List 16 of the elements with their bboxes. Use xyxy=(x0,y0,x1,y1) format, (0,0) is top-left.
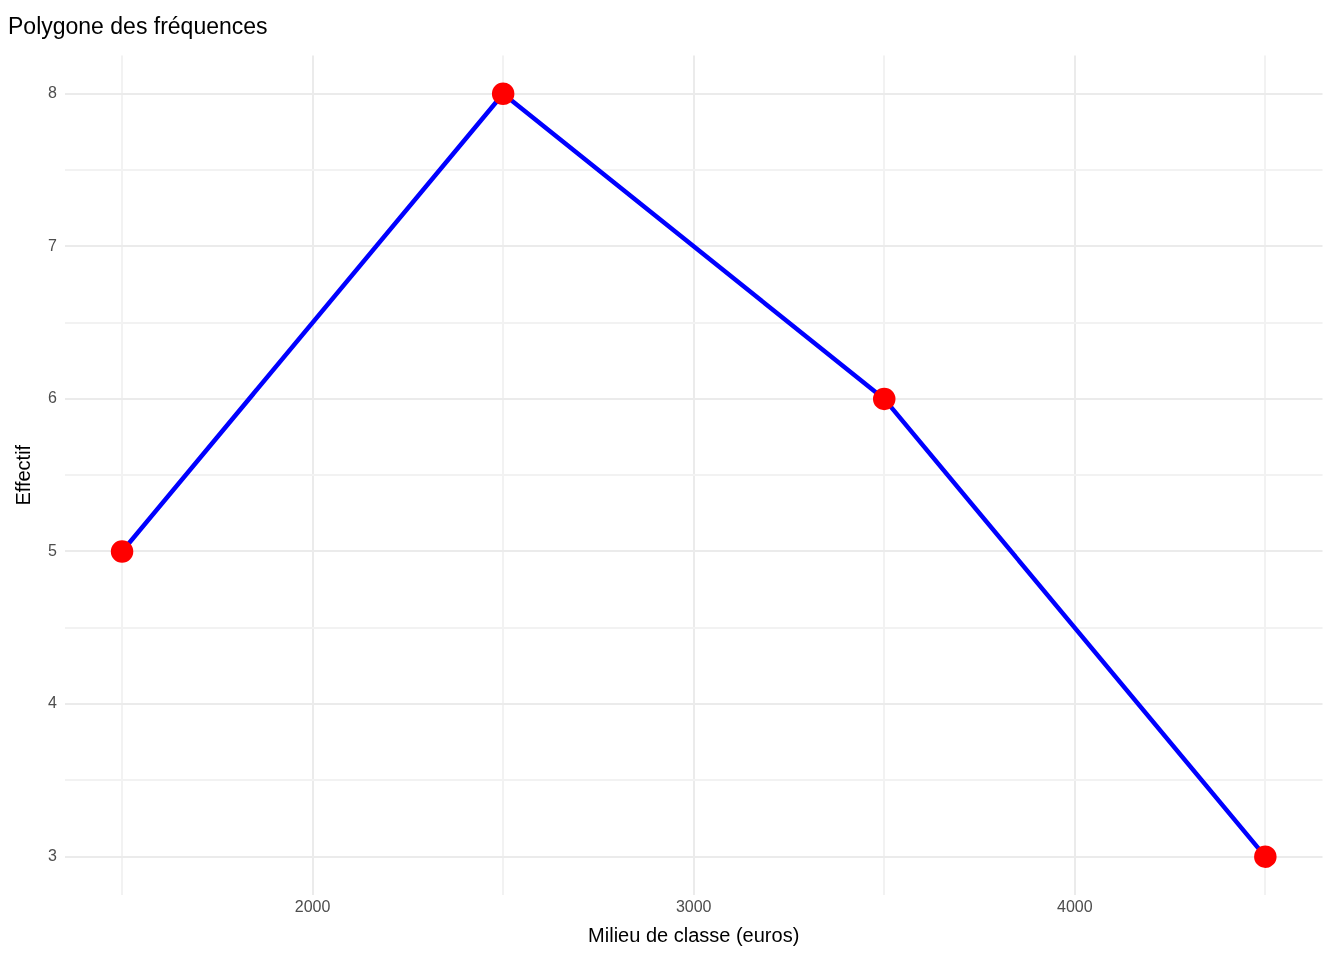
y-tick-label: 5 xyxy=(47,541,57,559)
y-tick-label: 7 xyxy=(47,236,57,254)
point xyxy=(1254,845,1277,868)
y-tick-label: 4 xyxy=(47,694,57,712)
x-axis-title: Milieu de classe (euros) xyxy=(588,923,800,946)
point xyxy=(110,540,134,563)
x-tick-label: 2000 xyxy=(294,897,331,915)
y-tick-label: 8 xyxy=(47,84,57,102)
y-axis-title: Effectif xyxy=(11,444,34,506)
point xyxy=(491,82,515,105)
y-tick-label: 3 xyxy=(47,847,57,865)
point xyxy=(873,387,896,411)
x-tick-label: 3000 xyxy=(675,897,712,915)
y-tick-label: 6 xyxy=(47,389,57,407)
chart-title: Polygone des fréquences xyxy=(8,13,268,40)
x-tick-label: 4000 xyxy=(1056,897,1093,915)
